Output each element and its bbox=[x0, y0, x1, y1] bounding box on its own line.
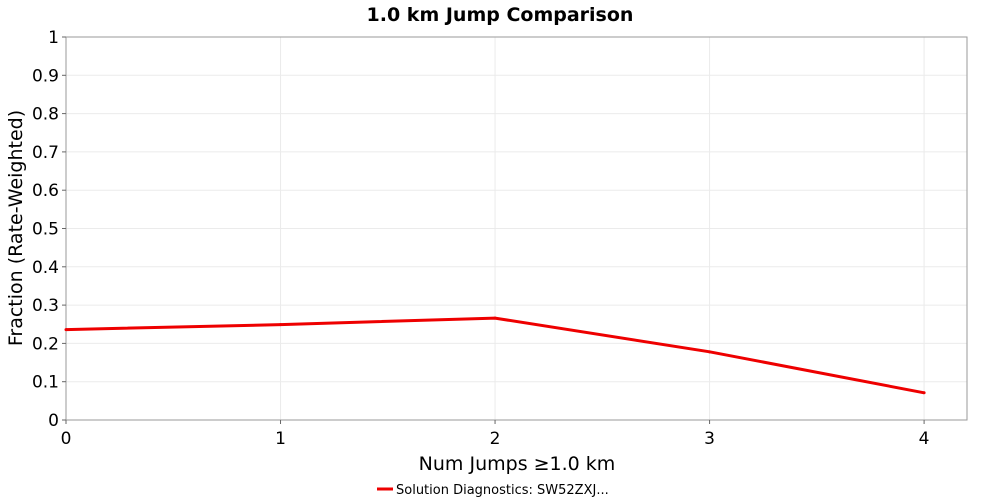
x-tick-label: 4 bbox=[919, 429, 930, 449]
y-tick-label: 0.2 bbox=[32, 334, 59, 354]
data-point bbox=[493, 316, 497, 320]
y-tick-label: 0.3 bbox=[32, 296, 59, 316]
x-tick-label: 1 bbox=[275, 429, 286, 449]
x-tick-label: 0 bbox=[61, 429, 72, 449]
x-axis-label: Num Jumps ≥1.0 km bbox=[419, 453, 616, 475]
y-axis: 0 0.1 0.2 0.3 0.4 0.5 0.6 0.7 0.8 0.9 1 bbox=[32, 28, 66, 431]
x-tick-label: 2 bbox=[490, 429, 501, 449]
legend-label: Solution Diagnostics: SW52ZXJ... bbox=[396, 483, 609, 498]
y-tick-label: 1 bbox=[48, 28, 59, 48]
data-point bbox=[279, 323, 283, 327]
y-tick-label: 0.4 bbox=[32, 258, 59, 278]
y-tick-label: 0.8 bbox=[32, 105, 59, 125]
data-point bbox=[922, 391, 926, 395]
legend: Solution Diagnostics: SW52ZXJ... bbox=[377, 483, 609, 498]
y-tick-label: 0.1 bbox=[32, 373, 59, 393]
y-axis-label: Fraction (Rate-Weighted) bbox=[5, 110, 27, 346]
chart-title: 1.0 km Jump Comparison bbox=[367, 4, 634, 26]
data-point bbox=[708, 350, 712, 354]
y-tick-label: 0.6 bbox=[32, 181, 59, 201]
data-point bbox=[64, 328, 68, 332]
grid bbox=[65, 36, 967, 421]
y-tick-label: 0 bbox=[48, 411, 59, 431]
x-tick-label: 3 bbox=[704, 429, 715, 449]
series-layer bbox=[64, 316, 926, 395]
y-tick-label: 0.9 bbox=[32, 66, 59, 86]
y-tick-label: 0.7 bbox=[32, 143, 59, 163]
x-axis: 0 1 2 3 4 bbox=[61, 420, 930, 449]
y-tick-label: 0.5 bbox=[32, 220, 59, 240]
